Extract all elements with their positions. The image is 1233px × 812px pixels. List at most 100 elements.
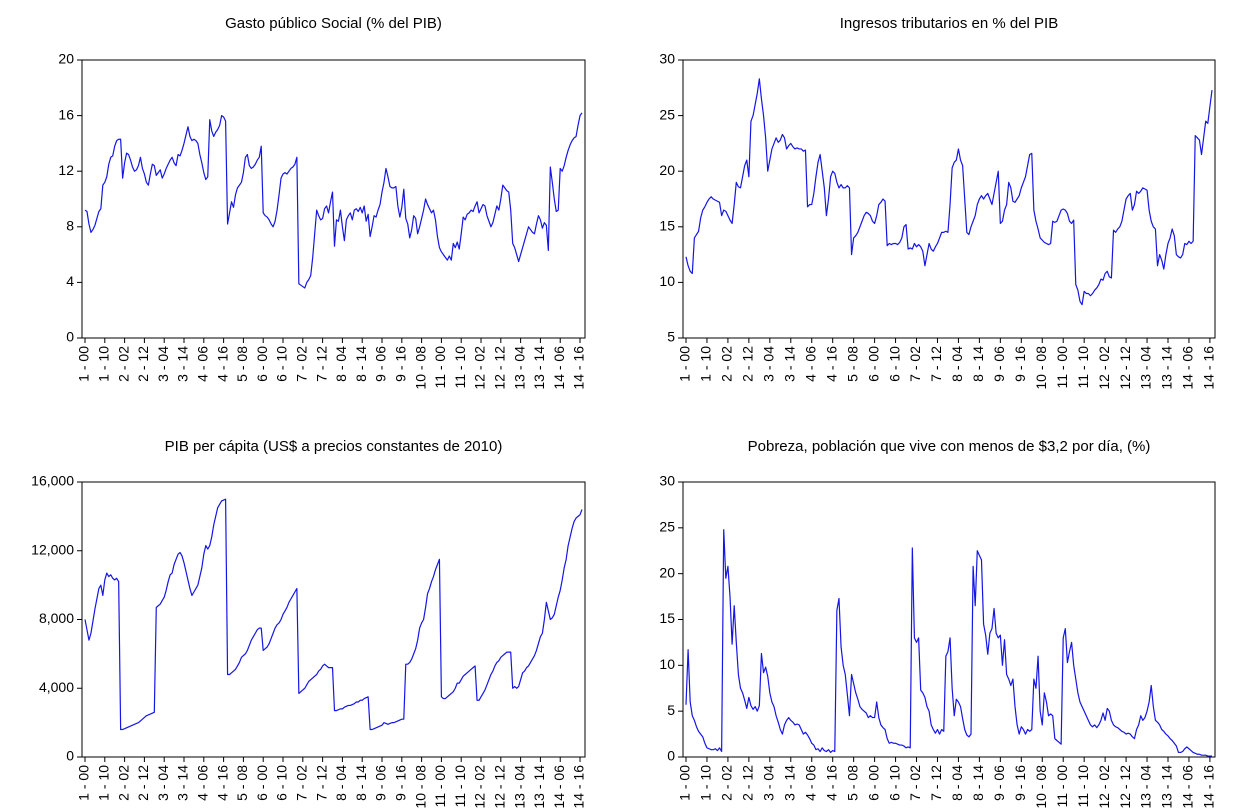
data-line — [685, 529, 1212, 757]
x-tick-label: 7 - 02 — [294, 346, 310, 382]
x-tick-label: 7 - 02 — [294, 765, 310, 801]
x-tick-label: 11 - 00 — [432, 765, 448, 808]
x-tick-label: 14 - 16 — [1201, 765, 1217, 809]
plot-frame — [682, 59, 1216, 339]
x-tick-label: 1 - 00 — [76, 346, 92, 382]
x-tick-label: 6 - 10 — [886, 346, 902, 382]
x-tick-label: 1 - 10 — [96, 765, 112, 801]
chart-panel: PIB per cápita (US$ a precios constantes… — [31, 438, 587, 809]
chart-title: Gasto público Social (% del PIB) — [225, 15, 442, 32]
x-tick-label: 12 - 02 — [1096, 765, 1112, 809]
x-tick-label: 9 - 16 — [393, 765, 409, 801]
x-tick-label: 9 - 16 — [1012, 346, 1028, 382]
y-tick-label: 16 — [58, 106, 74, 122]
data-line — [84, 112, 583, 289]
x-tick-label: 4 - 06 — [195, 765, 211, 801]
x-tick-label: 14 - 06 — [551, 346, 567, 390]
x-tick-label: 6 - 00 — [865, 346, 881, 382]
y-tick-label: 8 — [66, 218, 74, 234]
plot-frame — [682, 481, 1216, 758]
x-tick-label: 2 - 02 — [115, 765, 131, 801]
x-tick-label: 13 - 04 — [511, 765, 527, 809]
x-tick-label: 4 - 16 — [823, 765, 839, 801]
chart-panel: Gasto público Social (% del PIB) 0 4 8 12 16 2… — [58, 15, 586, 390]
y-tick-label: 10 — [659, 656, 675, 672]
x-tick-label: 6 - 10 — [274, 765, 290, 801]
x-tick-label: 13 - 14 — [1159, 765, 1175, 809]
x-tick-label: 2 - 02 — [719, 346, 735, 382]
x-tick-label: 14 - 16 — [1201, 346, 1217, 390]
x-tick-label: 11 - 10 — [1075, 346, 1091, 389]
x-tick-label: 5 - 08 — [234, 346, 250, 382]
y-tick-label: 20 — [659, 162, 675, 178]
x-tick-label: 3 - 14 — [781, 765, 797, 801]
x-tick-label: 12 - 12 — [1117, 346, 1133, 390]
x-tick-label: 12 - 12 — [492, 346, 508, 390]
x-tick-label: 10 - 08 — [412, 346, 428, 390]
y-tick-label: 4 — [66, 273, 74, 289]
y-tick-label: 8,000 — [39, 610, 74, 626]
x-tick-label: 12 - 12 — [492, 765, 508, 809]
x-tick-label: 7 - 12 — [928, 346, 944, 382]
x-tick-label: 4 - 06 — [802, 346, 818, 382]
x-tick-label: 2 - 12 — [740, 346, 756, 382]
x-tick-label: 9 - 06 — [373, 765, 389, 801]
x-tick-label: 11 - 00 — [432, 346, 448, 389]
y-tick-label: 16,000 — [31, 473, 74, 489]
y-tick-label: 12,000 — [31, 541, 74, 557]
x-tick-label: 1 - 10 — [698, 765, 714, 801]
x-tick-label: 4 - 16 — [214, 765, 230, 801]
x-tick-label: 7 - 12 — [928, 765, 944, 801]
x-tick-label: 11 - 10 — [452, 346, 468, 389]
y-tick-label: 30 — [659, 51, 675, 67]
x-tick-label: 4 - 06 — [802, 765, 818, 801]
x-tick-label: 5 - 08 — [234, 765, 250, 801]
x-tick-label: 6 - 00 — [254, 765, 270, 801]
x-tick-label: 13 - 04 — [1138, 765, 1154, 809]
x-tick-label: 14 - 16 — [571, 765, 587, 809]
chart-panel: Ingresos tributarios en % del PIB 5 10 15 20… — [659, 15, 1216, 390]
x-tick-label: 11 - 10 — [1075, 765, 1091, 808]
x-tick-label: 3 - 04 — [761, 346, 777, 382]
x-tick-label: 8 - 14 — [970, 346, 986, 382]
x-tick-label: 14 - 06 — [551, 765, 567, 809]
x-tick-label: 12 - 12 — [1117, 765, 1133, 809]
x-tick-label: 3 - 04 — [155, 346, 171, 382]
x-tick-label: 3 - 14 — [781, 346, 797, 382]
x-tick-label: 10 - 08 — [412, 765, 428, 809]
x-tick-label: 1 - 10 — [698, 346, 714, 382]
x-tick-label: 7 - 02 — [907, 346, 923, 382]
x-tick-label: 3 - 14 — [175, 765, 191, 801]
x-tick-label: 1 - 00 — [677, 765, 693, 801]
x-tick-label: 6 - 10 — [886, 765, 902, 801]
x-tick-label: 9 - 06 — [991, 765, 1007, 801]
x-tick-label: 12 - 02 — [472, 765, 488, 809]
x-tick-label: 2 - 02 — [115, 346, 131, 382]
y-tick-label: 30 — [659, 473, 675, 489]
y-tick-label: 5 — [667, 702, 675, 718]
chart-title: Ingresos tributarios en % del PIB — [840, 15, 1058, 32]
x-tick-label: 14 - 06 — [1180, 346, 1196, 390]
chart-title: Pobreza, población que vive con menos de… — [748, 438, 1151, 455]
y-tick-label: 25 — [659, 519, 675, 535]
x-tick-label: 11 - 00 — [1054, 346, 1070, 389]
y-tick-label: 20 — [659, 564, 675, 580]
y-tick-label: 0 — [667, 748, 675, 764]
x-tick-label: 8 - 04 — [949, 346, 965, 382]
x-tick-label: 5 - 08 — [844, 765, 860, 801]
x-tick-label: 8 - 04 — [333, 346, 349, 382]
y-tick-label: 25 — [659, 106, 675, 122]
x-tick-label: 5 - 08 — [844, 346, 860, 382]
x-tick-label: 2 - 12 — [740, 765, 756, 801]
y-tick-label: 0 — [66, 329, 74, 345]
x-tick-label: 8 - 04 — [949, 765, 965, 801]
y-tick-label: 12 — [58, 162, 74, 178]
x-tick-label: 6 - 10 — [274, 346, 290, 382]
x-tick-label: 12 - 02 — [1096, 346, 1112, 390]
x-tick-label: 8 - 14 — [353, 765, 369, 801]
x-tick-label: 7 - 02 — [907, 765, 923, 801]
y-tick-label: 4,000 — [39, 679, 74, 695]
x-tick-label: 3 - 04 — [155, 765, 171, 801]
plot-frame — [81, 481, 586, 758]
x-tick-label: 11 - 10 — [452, 765, 468, 808]
